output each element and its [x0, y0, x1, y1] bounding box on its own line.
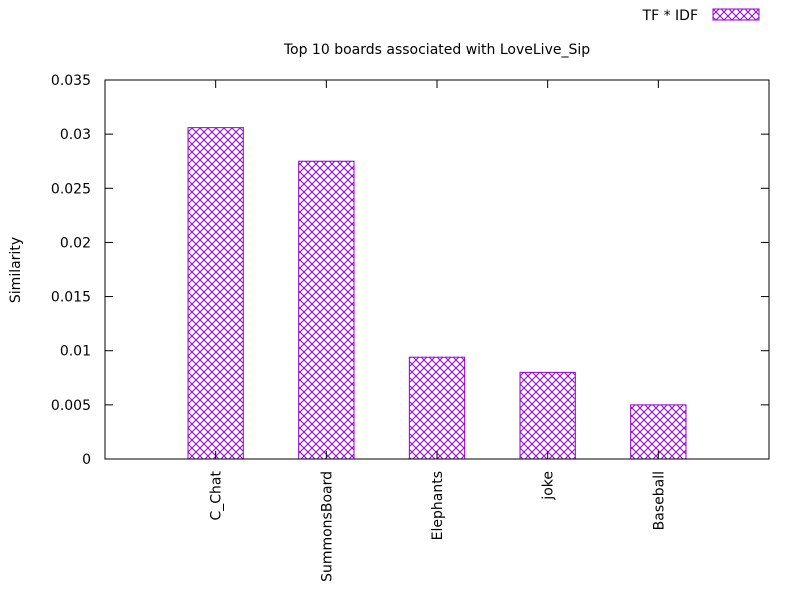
y-tick-label: 0.035 — [51, 73, 91, 89]
y-axis-label: Similarity — [8, 237, 24, 303]
bars — [187, 127, 687, 460]
y-axis: 0 0.005 0.01 0.015 0.02 0.025 0.03 0.035 — [51, 73, 769, 468]
x-axis: C_Chat SummonsBoard Elephants joke Baseball — [209, 80, 667, 582]
y-tick-label: 0.005 — [51, 398, 91, 414]
x-tick-label: SummonsBoard — [319, 471, 335, 582]
bar-baseball — [630, 404, 687, 460]
x-tick-label: Baseball — [651, 471, 667, 530]
y-tick-label: 0.015 — [51, 290, 91, 306]
plot-frame — [104, 79, 770, 460]
legend-label: TF * IDF — [642, 8, 698, 24]
y-tick-label: 0.03 — [60, 127, 91, 143]
y-tick-label: 0 — [82, 452, 91, 468]
legend-swatch — [712, 8, 760, 21]
y-tick-label: 0.01 — [60, 344, 91, 360]
x-tick-label: C_Chat — [209, 470, 225, 520]
y-tick-label: 0.02 — [60, 235, 91, 251]
bar-summonsboard — [298, 160, 355, 460]
bar-joke — [519, 371, 576, 460]
bar-c-chat — [187, 127, 244, 460]
bar-elephants — [408, 356, 466, 460]
chart-title: Top 10 boards associated with LoveLive_S… — [283, 42, 590, 58]
x-tick-label: Elephants — [430, 471, 446, 540]
y-tick-label: 0.025 — [51, 181, 91, 197]
legend: TF * IDF — [642, 8, 760, 24]
x-tick-label: joke — [541, 471, 557, 501]
